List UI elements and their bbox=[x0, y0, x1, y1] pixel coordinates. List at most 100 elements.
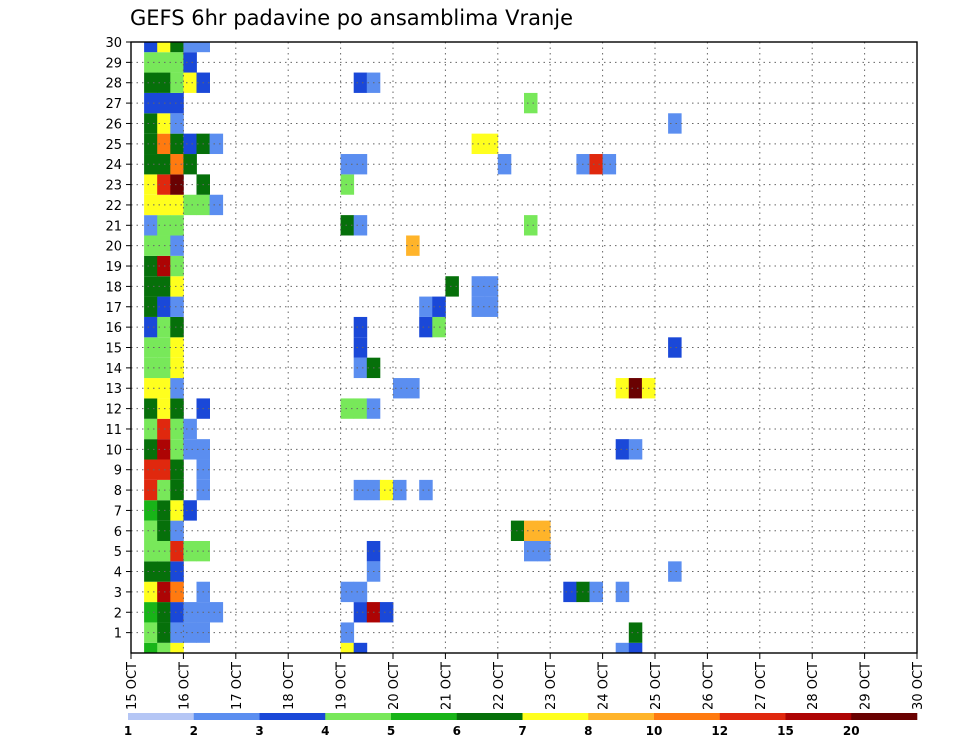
heat-cell bbox=[170, 52, 184, 73]
heat-cell bbox=[353, 602, 368, 623]
x-tick-label: 20 OCT bbox=[387, 662, 402, 710]
y-tick-label: 19 bbox=[105, 260, 122, 275]
heat-cell bbox=[144, 561, 158, 582]
legend-swatch bbox=[785, 713, 852, 720]
heat-cell bbox=[170, 276, 184, 297]
heat-cell bbox=[484, 296, 499, 317]
heat-cell bbox=[668, 113, 682, 134]
heat-cell bbox=[157, 520, 171, 541]
heat-cell bbox=[209, 194, 224, 216]
heat-cell bbox=[183, 602, 197, 623]
heat-cell bbox=[589, 581, 603, 603]
heat-cell bbox=[615, 581, 630, 603]
legend-swatch bbox=[325, 713, 392, 720]
heat-cell bbox=[157, 113, 171, 134]
heat-cell bbox=[353, 398, 368, 419]
y-tick-label: 29 bbox=[105, 56, 122, 71]
x-tick-label: 19 OCT bbox=[335, 662, 350, 710]
heat-cell bbox=[628, 642, 643, 653]
heat-cell bbox=[157, 42, 171, 53]
heat-cell bbox=[183, 133, 197, 155]
x-tick-label: 22 OCT bbox=[492, 662, 507, 710]
heat-cell bbox=[144, 500, 158, 521]
heat-cell bbox=[144, 316, 158, 338]
heat-cell bbox=[144, 113, 158, 134]
heat-cell bbox=[157, 235, 171, 256]
legend-swatch bbox=[193, 713, 260, 720]
heat-cell bbox=[497, 154, 512, 175]
legend-swatch bbox=[719, 713, 786, 720]
heat-cell bbox=[209, 133, 224, 155]
x-tick-label: 29 OCT bbox=[859, 662, 874, 710]
y-tick-label: 3 bbox=[114, 586, 122, 601]
heat-cell bbox=[144, 276, 158, 297]
heat-cell bbox=[144, 255, 158, 277]
heat-cell bbox=[144, 398, 158, 419]
heat-cell bbox=[144, 296, 158, 317]
legend-label: 12 bbox=[711, 724, 728, 738]
heat-cell bbox=[144, 235, 158, 256]
heat-cell bbox=[170, 459, 184, 480]
heat-cell bbox=[144, 642, 158, 653]
y-tick-label: 18 bbox=[105, 280, 122, 295]
heat-cell bbox=[353, 215, 368, 236]
heat-cell bbox=[144, 337, 158, 358]
heat-cell bbox=[393, 479, 407, 501]
heat-cell bbox=[144, 133, 158, 155]
color-legend: 1 2 3 4 5 6 7 8 10 12 15 20 bbox=[124, 713, 918, 738]
heat-cell bbox=[170, 642, 184, 653]
heat-cell bbox=[419, 296, 433, 317]
heat-cell bbox=[157, 72, 171, 93]
legend-label: 4 bbox=[321, 724, 329, 738]
y-tick-label: 17 bbox=[105, 301, 122, 316]
heat-cell bbox=[524, 520, 538, 541]
y-tick-label: 9 bbox=[114, 464, 122, 479]
heat-cell bbox=[170, 316, 184, 338]
heat-cell bbox=[144, 194, 158, 216]
heat-cell bbox=[144, 357, 158, 379]
y-tick-label: 25 bbox=[105, 138, 122, 153]
heat-cell bbox=[170, 92, 184, 114]
x-tick-label: 26 OCT bbox=[701, 662, 716, 710]
x-tick-label: 21 OCT bbox=[439, 662, 454, 710]
heat-cell bbox=[170, 520, 184, 541]
legend-label: 7 bbox=[518, 724, 526, 738]
y-tick-label: 1 bbox=[114, 627, 122, 642]
axis-layer: 1234567891011121314151617181920212223242… bbox=[105, 36, 926, 710]
heat-cell bbox=[524, 215, 538, 236]
y-tick-label: 8 bbox=[114, 484, 122, 499]
heat-cell bbox=[170, 581, 184, 603]
x-tick-label: 16 OCT bbox=[177, 662, 192, 710]
legend-swatch bbox=[654, 713, 721, 720]
heat-cell bbox=[157, 602, 171, 623]
heat-cell bbox=[144, 154, 158, 175]
heat-cell bbox=[353, 581, 368, 603]
heat-cell bbox=[157, 642, 171, 653]
heat-cell bbox=[196, 42, 210, 53]
heat-cell bbox=[170, 72, 184, 93]
y-tick-label: 7 bbox=[114, 504, 122, 519]
y-tick-label: 13 bbox=[105, 382, 122, 397]
heat-cell bbox=[340, 581, 355, 603]
heat-cell bbox=[144, 92, 158, 114]
heat-cell bbox=[170, 337, 184, 358]
heat-cell bbox=[484, 133, 499, 155]
heat-cell bbox=[340, 154, 355, 175]
heat-cell bbox=[419, 479, 433, 501]
heat-cell bbox=[170, 479, 184, 501]
y-tick-label: 2 bbox=[114, 606, 122, 621]
heat-cell bbox=[157, 581, 171, 603]
x-tick-label: 27 OCT bbox=[754, 662, 769, 710]
heat-cell bbox=[484, 276, 499, 297]
legend-swatch bbox=[391, 713, 458, 720]
heat-cell bbox=[170, 113, 184, 134]
heat-cell bbox=[589, 154, 603, 175]
heat-cell bbox=[353, 479, 368, 501]
heat-cell bbox=[170, 133, 184, 155]
heat-cell bbox=[170, 296, 184, 317]
heat-cell bbox=[628, 378, 643, 399]
y-tick-label: 28 bbox=[105, 77, 122, 92]
heat-cell bbox=[157, 459, 171, 480]
x-tick-label: 23 OCT bbox=[544, 662, 559, 710]
